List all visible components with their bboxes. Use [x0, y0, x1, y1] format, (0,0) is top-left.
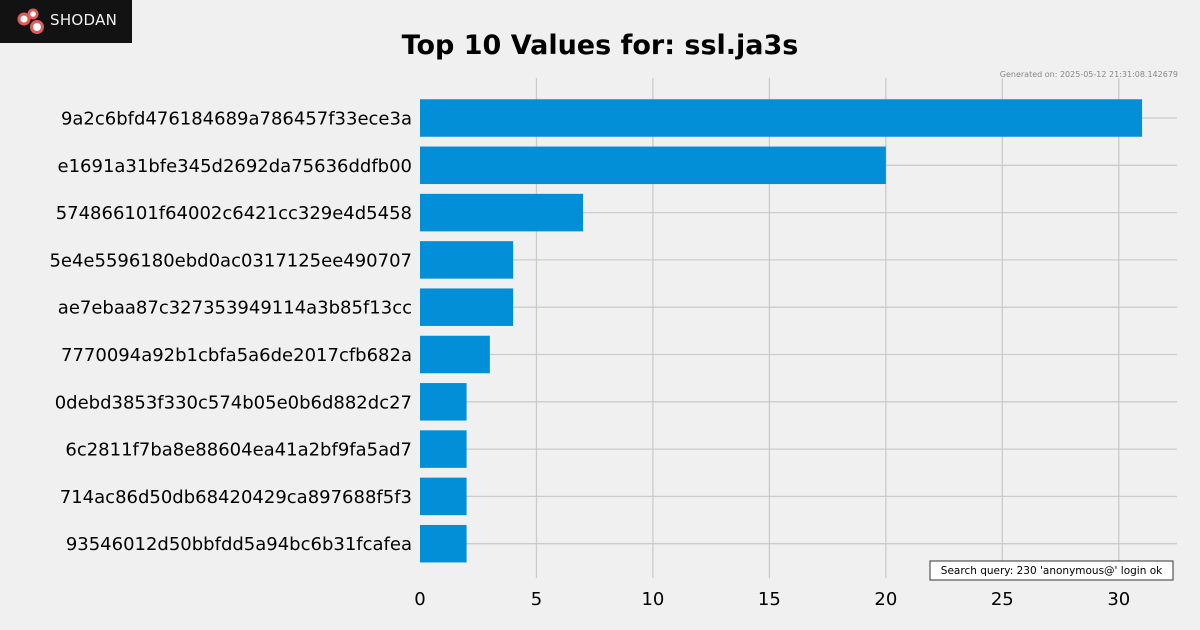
- x-tick-label: 25: [991, 589, 1014, 610]
- x-tick-label: 5: [531, 589, 542, 610]
- shodan-logo: SHODAN: [0, 0, 132, 43]
- search-query-text: Search query: 230 'anonymous@' login ok: [941, 565, 1163, 577]
- bar: [420, 99, 1143, 137]
- shodan-logo-icon: [17, 8, 44, 34]
- x-tick-label: 20: [874, 589, 897, 610]
- search-query-box: Search query: 230 'anonymous@' login ok: [929, 560, 1174, 581]
- y-tick-label: 714ac86d50db68420429ca897688f5f3: [60, 487, 412, 508]
- bar: [420, 430, 467, 468]
- y-tick-label: 7770094a92b1cbfa5a6de2017cfb682a: [61, 345, 412, 366]
- y-tick-label: 574866101f64002c6421cc329e4d5458: [56, 203, 412, 224]
- bar: [420, 241, 514, 279]
- bar: [420, 477, 467, 516]
- y-tick-label: 0debd3853f330c574b05e0b6d882dc27: [55, 392, 412, 413]
- y-tick-labels: 9a2c6bfd476184689a786457f33ece3a e1691a31…: [49, 109, 412, 556]
- y-tick-label: 93546012d50bbfdd5a94bc6b31fcafea: [66, 534, 412, 555]
- x-tick-label: 0: [414, 589, 425, 610]
- x-tick-label: 30: [1107, 589, 1130, 610]
- bar: [420, 335, 490, 374]
- shodan-wordmark: SHODAN: [50, 11, 118, 29]
- x-tick-label: 10: [641, 589, 664, 610]
- y-tick-label: ae7ebaa87c327353949114a3b85f13cc: [58, 298, 412, 319]
- x-tick-labels: 0 5 10 15 20 25 30: [414, 589, 1130, 610]
- chart-title: Top 10 Values for: ssl.ja3s: [402, 30, 799, 61]
- bar: [420, 146, 886, 185]
- bar: [420, 524, 467, 563]
- y-tick-label: 6c2811f7ba8e88604ea41a2bf9fa5ad7: [65, 440, 412, 461]
- bar: [420, 288, 514, 326]
- generated-timestamp: Generated on: 2025-05-12 21:31:08.142679: [1000, 70, 1178, 79]
- bar: [420, 193, 584, 232]
- y-tick-label: 9a2c6bfd476184689a786457f33ece3a: [61, 109, 412, 130]
- bar: [420, 383, 467, 421]
- y-tick-label: e1691a31bfe345d2692da75636ddfb00: [58, 156, 412, 177]
- x-tick-label: 15: [758, 589, 781, 610]
- bars: [420, 99, 1143, 563]
- y-tick-label: 5e4e5596180ebd0ac0317125ee490707: [49, 250, 412, 271]
